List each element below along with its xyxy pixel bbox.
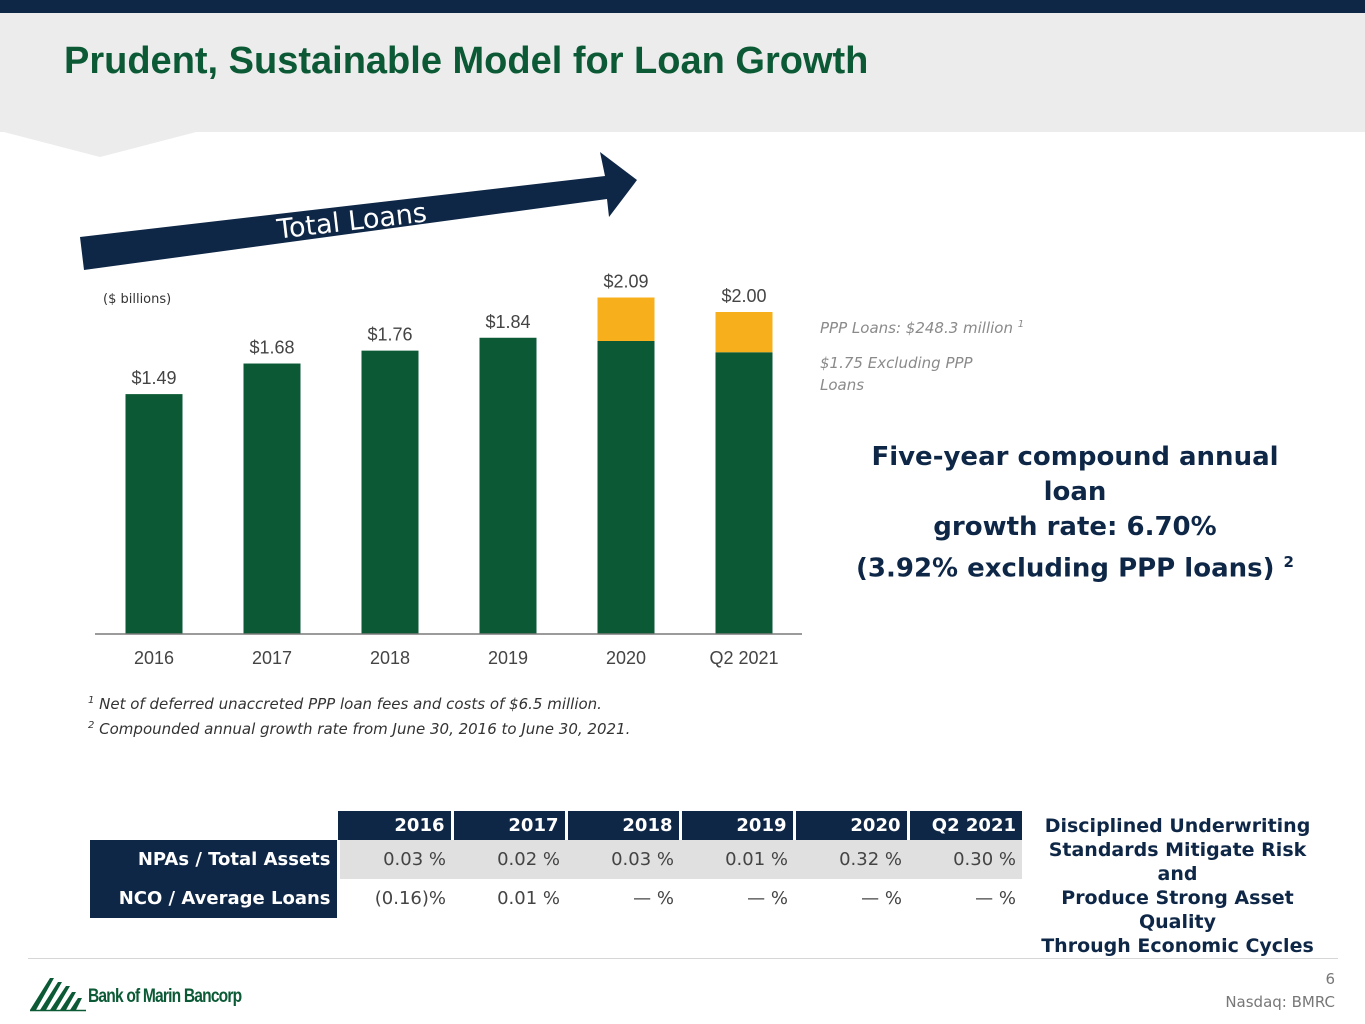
ticker-symbol: Nasdaq: BMRC: [1225, 993, 1335, 1011]
table-cell: 0.01 %: [680, 840, 794, 879]
units-label: ($ billions): [103, 292, 171, 307]
caption-line3: Produce Strong Asset Quality: [1061, 887, 1294, 933]
x-tick-label-2016: 2016: [134, 648, 174, 668]
caption-line2: Standards Mitigate Risk and: [1048, 839, 1307, 885]
total-loans-banner-arrow: [80, 152, 637, 270]
bar-loans-ex-ppp-q2-2021: [715, 352, 773, 634]
footnote-1-text: Net of deferred unaccreted PPP loan fees…: [99, 695, 602, 713]
table-corner: [90, 811, 338, 840]
caption-line1: Disciplined Underwriting: [1044, 815, 1311, 837]
cagr-callout: Five-year compound annual loan growth ra…: [845, 440, 1305, 587]
cagr-line3: (3.92% excluding PPP loans): [856, 553, 1275, 584]
bank-logo-icon: [30, 978, 86, 1012]
bar-loans-ex-ppp-2019: [479, 337, 537, 634]
company-name: Bank of Marin Bancorp: [88, 986, 242, 1007]
row-label-npas: NPAs / Total Assets: [90, 840, 340, 879]
total-loans-chart: Total Loans ($ billions) $1.49 2016 $1.68 2…: [80, 152, 802, 668]
col-header-q2-2021: Q2 2021: [908, 811, 1022, 840]
ppp-loans-note-text: PPP Loans: $248.3 million: [820, 319, 1013, 337]
x-tick-label-2018: 2018: [370, 648, 410, 668]
title-band-notch: [0, 131, 200, 157]
footnote-1-marker: 1: [88, 695, 95, 706]
bar-loans-ex-ppp-2020: [597, 340, 655, 634]
bar-ppp-q2-2021: [715, 312, 773, 353]
cagr-line1: Five-year compound annual loan: [871, 442, 1279, 507]
table-cell: 0.30 %: [908, 840, 1022, 879]
asset-quality-caption: Disciplined Underwriting Standards Mitig…: [1030, 814, 1325, 958]
ppp-loans-note-sup: 1: [1017, 319, 1025, 330]
table-cell: 0.03 %: [338, 840, 452, 879]
footnote-1: 1 Net of deferred unaccreted PPP loan fe…: [88, 690, 630, 715]
excluding-ppp-note-line1: $1.75 Excluding PPP: [820, 354, 973, 372]
table-row: NCO / Average Loans (0.16)% 0.01 % — % —…: [90, 879, 1022, 918]
data-label-2016: $1.49: [131, 368, 176, 388]
data-label-2019: $1.84: [485, 312, 530, 332]
data-label-2018: $1.76: [367, 325, 412, 345]
table-cell: — %: [747, 888, 788, 909]
table-cell: (0.16)%: [374, 888, 446, 909]
bar-ppp-2020: [597, 297, 655, 341]
table-cell: 0.02 %: [452, 840, 566, 879]
excluding-ppp-note: $1.75 Excluding PPP Loans: [820, 352, 973, 396]
col-header-2016: 2016: [338, 811, 454, 840]
data-label-2020: $2.09: [603, 272, 648, 292]
footer-divider: [28, 958, 1338, 959]
excluding-ppp-note-line2: Loans: [820, 376, 865, 394]
bar-loans-ex-ppp-2018: [361, 350, 419, 634]
top-accent-bar: [0, 0, 1365, 13]
col-header-2019: 2019: [680, 811, 796, 840]
row-label-nco: NCO / Average Loans: [90, 879, 340, 918]
bar-loans-ex-ppp-2016: [125, 394, 183, 634]
footnote-2: 2 Compounded annual growth rate from Jun…: [88, 715, 630, 740]
table-cell: 0.32 %: [794, 840, 908, 879]
page-title: Prudent, Sustainable Model for Loan Grow…: [64, 40, 869, 82]
bars-group: $1.49 2016 $1.68 2017 $1.76 2018 $1.84 2019 $2.0…: [125, 272, 779, 668]
table-cell: — %: [975, 888, 1016, 909]
footnotes: 1 Net of deferred unaccreted PPP loan fe…: [88, 690, 630, 740]
x-tick-label-2017: 2017: [252, 648, 292, 668]
table-cell: — %: [861, 888, 902, 909]
x-tick-label-2019: 2019: [488, 648, 528, 668]
table-cell: 0.01 %: [497, 888, 560, 909]
title-band: [0, 13, 1365, 132]
x-tick-label-q2-2021: Q2 2021: [709, 648, 778, 668]
data-label-2017: $1.68: [249, 338, 294, 358]
table-header-row: 2016 2017 2018 2019 2020 Q2 2021: [90, 811, 1022, 840]
footnote-2-marker: 2: [88, 720, 95, 731]
total-loans-banner-label: Total Loans: [274, 197, 428, 245]
asset-quality-table: 2016 2017 2018 2019 2020 Q2 2021 NPAs / …: [90, 811, 1022, 918]
caption-line4: Through Economic Cycles: [1041, 935, 1314, 957]
col-header-2017: 2017: [452, 811, 568, 840]
page-number: 6: [1325, 970, 1335, 988]
col-header-2018: 2018: [566, 811, 682, 840]
cagr-line3-wrap: (3.92% excluding PPP loans) 2: [845, 545, 1305, 587]
x-tick-label-2020: 2020: [606, 648, 646, 668]
ppp-loans-note: PPP Loans: $248.3 million 1: [820, 314, 1024, 339]
cagr-line2: growth rate: 6.70%: [933, 512, 1217, 542]
footnote-2-text: Compounded annual growth rate from June …: [99, 720, 631, 738]
data-label-q2-2021: $2.00: [721, 286, 766, 306]
table-cell: 0.03 %: [566, 840, 680, 879]
col-header-2020: 2020: [794, 811, 910, 840]
table-row: NPAs / Total Assets 0.03 % 0.02 % 0.03 %…: [90, 840, 1022, 879]
table-cell: — %: [633, 888, 674, 909]
bar-loans-ex-ppp-2017: [243, 363, 301, 634]
cagr-sup: 2: [1283, 553, 1294, 571]
